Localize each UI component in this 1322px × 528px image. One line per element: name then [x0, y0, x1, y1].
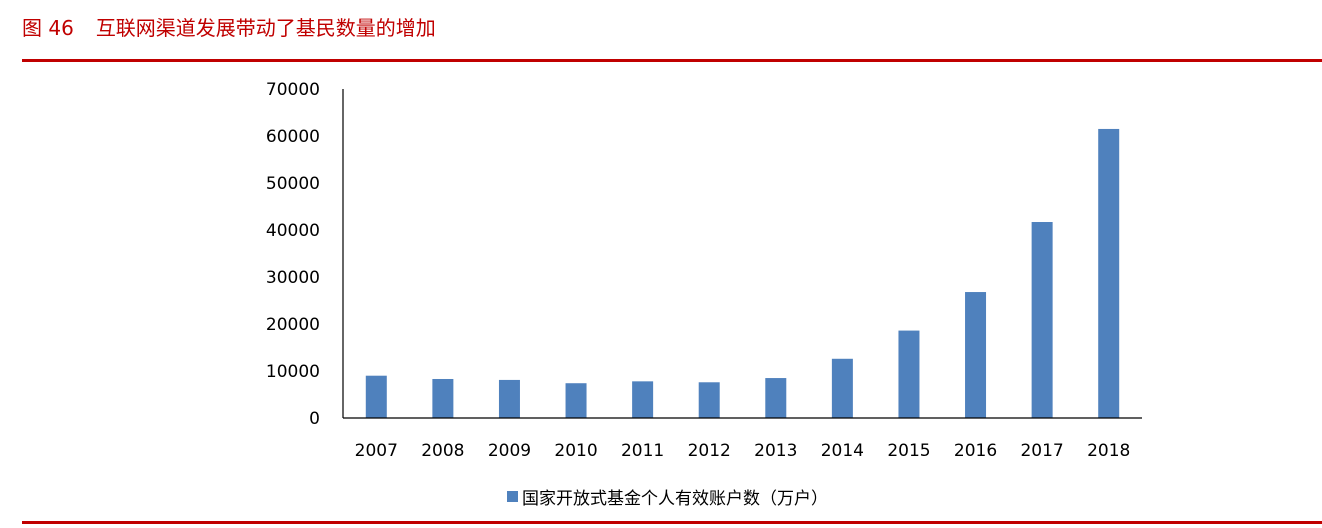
y-tick-label: 70000	[266, 80, 320, 100]
figure-number: 图 46	[22, 16, 74, 40]
y-tick-label: 0	[309, 409, 320, 429]
x-tick-label: 2010	[554, 441, 597, 461]
x-tick-label: 2018	[1087, 441, 1130, 461]
legend-label: 国家开放式基金个人有效账户数（万户）	[522, 489, 828, 509]
x-tick-label: 2014	[821, 441, 864, 461]
y-tick-label: 30000	[266, 268, 320, 288]
y-tick-label: 50000	[266, 174, 320, 194]
bar-2015	[898, 330, 920, 418]
legend-swatch	[507, 491, 518, 502]
bar-2008	[432, 378, 454, 418]
bar-2012	[698, 382, 720, 418]
bars	[365, 128, 1120, 418]
x-tick-label: 2013	[754, 441, 797, 461]
bottom-divider	[22, 521, 1322, 524]
bar-2018	[1098, 128, 1120, 418]
x-tick-label: 2007	[355, 441, 398, 461]
bar-2010	[565, 383, 587, 418]
y-tick-label: 20000	[266, 315, 320, 335]
bar-2009	[498, 379, 520, 418]
figure-title: 图 46 互联网渠道发展带动了基民数量的增加	[22, 12, 436, 41]
x-tick-label: 2011	[621, 441, 664, 461]
x-tick-label: 2008	[421, 441, 464, 461]
bar-2014	[831, 358, 853, 418]
x-tick-label: 2012	[688, 441, 731, 461]
bar-2017	[1031, 222, 1053, 418]
x-tick-label: 2017	[1020, 441, 1063, 461]
y-axis-ticks: 0 10000 20000 30000 40000 50000 60000 70000	[266, 80, 320, 429]
figure-caption: 互联网渠道发展带动了基民数量的增加	[95, 16, 436, 40]
top-divider	[22, 59, 1322, 62]
x-tick-label: 2015	[887, 441, 930, 461]
legend: 国家开放式基金个人有效账户数（万户）	[507, 484, 828, 509]
y-tick-label: 40000	[266, 221, 320, 241]
bar-2016	[965, 292, 987, 418]
bar-2007	[365, 375, 387, 418]
y-tick-label: 60000	[266, 127, 320, 147]
bar-2013	[765, 378, 787, 418]
x-axis-ticks: 2007 2008 2009 2010 2011 2012 2013 2014 2015 2016…	[355, 441, 1131, 461]
y-tick-label: 10000	[266, 362, 320, 382]
x-tick-label: 2016	[954, 441, 997, 461]
bar-2011	[632, 381, 654, 418]
x-tick-label: 2009	[488, 441, 531, 461]
